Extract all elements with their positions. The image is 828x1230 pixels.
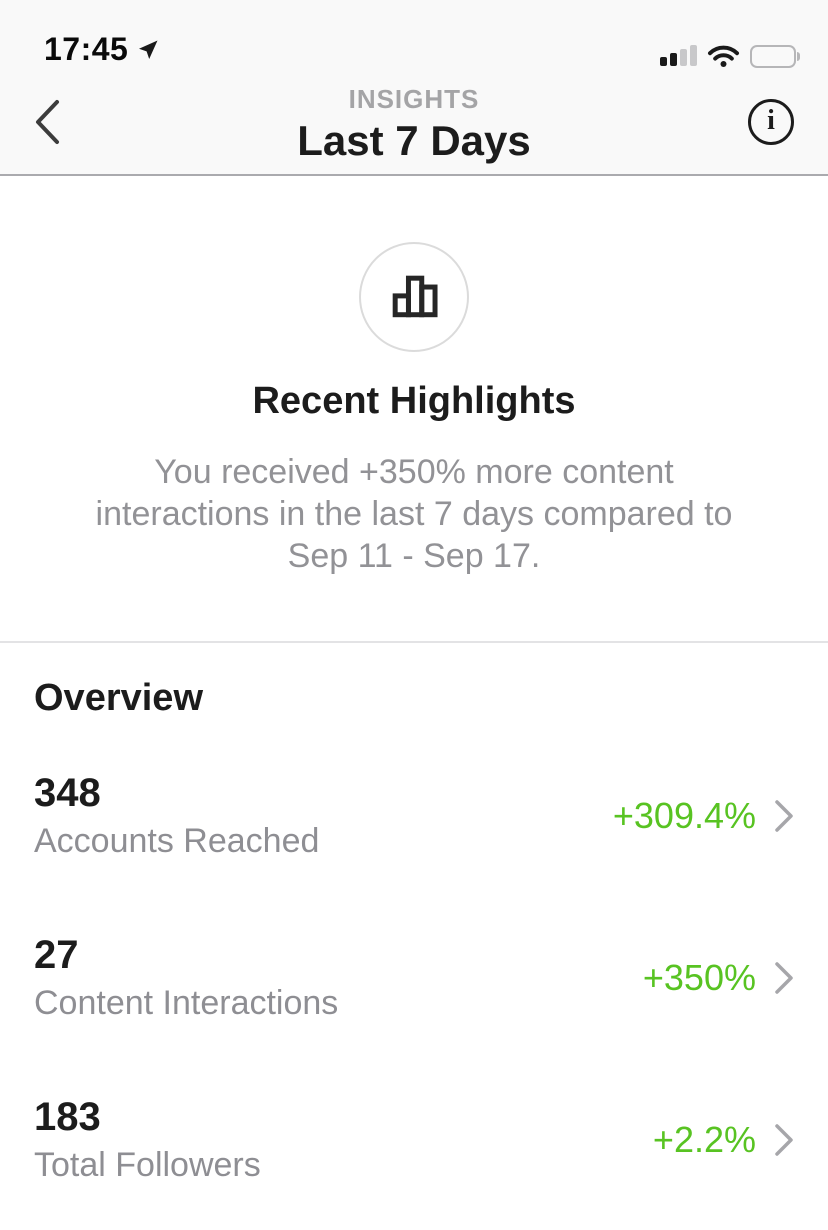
overview-section: Overview 348 Accounts Reached +309.4% 27… xyxy=(0,643,828,1230)
metric-label: Total Followers xyxy=(34,1146,261,1184)
status-time-group: 17:45 xyxy=(44,31,160,68)
metric-label: Content Interactions xyxy=(34,984,339,1022)
metric-delta: +2.2% xyxy=(652,1119,756,1160)
metric-delta-group: +2.2% xyxy=(653,1119,794,1161)
metric-label: Accounts Reached xyxy=(34,822,320,860)
metric-value: 27 xyxy=(34,933,79,977)
nav-titles: INSIGHTS Last 7 Days xyxy=(94,80,734,165)
chevron-right-icon xyxy=(775,1124,793,1156)
back-button[interactable] xyxy=(34,87,94,157)
metric-text: 27 Content Interactions xyxy=(34,931,338,1025)
metric-delta-group: +309.4% xyxy=(613,795,794,837)
metric-delta: +350% xyxy=(642,957,756,998)
bar-chart-icon xyxy=(359,242,469,352)
highlights-section: Recent Highlights You received +350% mor… xyxy=(0,176,828,643)
status-icons xyxy=(660,44,800,68)
chevron-left-icon xyxy=(36,100,59,144)
screen-kicker: INSIGHTS xyxy=(348,83,480,114)
metric-delta-group: +350% xyxy=(643,957,794,999)
overview-heading: Overview xyxy=(34,677,203,719)
highlights-title: Recent Highlights xyxy=(252,380,576,422)
location-arrow-icon xyxy=(139,40,158,59)
battery-icon xyxy=(750,44,800,68)
wifi-icon xyxy=(708,45,739,67)
header: 17:45 xyxy=(0,0,828,176)
page-title: Last 7 Days xyxy=(297,116,531,164)
status-time: 17:45 xyxy=(44,31,129,67)
metric-row-total-followers[interactable]: 183 Total Followers +2.2% xyxy=(34,1090,794,1190)
highlights-body: You received +350% more content interact… xyxy=(95,453,733,575)
metric-delta: +309.4% xyxy=(612,795,756,836)
status-bar: 17:45 xyxy=(0,0,828,70)
nav-bar: INSIGHTS Last 7 Days i xyxy=(0,70,828,174)
chevron-right-icon xyxy=(775,800,793,832)
metric-row-accounts-reached[interactable]: 348 Accounts Reached +309.4% xyxy=(34,766,794,866)
metric-value: 183 xyxy=(34,1095,101,1139)
metric-value: 348 xyxy=(34,771,101,815)
metric-text: 183 Total Followers xyxy=(34,1093,261,1187)
metric-text: 348 Accounts Reached xyxy=(34,769,319,863)
metric-row-content-interactions[interactable]: 27 Content Interactions +350% xyxy=(34,928,794,1028)
info-button[interactable]: i xyxy=(734,87,794,157)
chevron-right-icon xyxy=(775,962,793,994)
info-icon: i xyxy=(748,99,794,145)
cellular-signal-icon xyxy=(660,44,697,68)
